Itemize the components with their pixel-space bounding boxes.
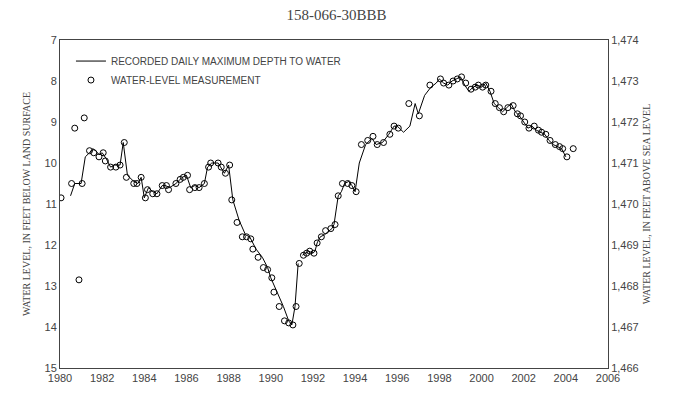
svg-text:10: 10 bbox=[45, 157, 57, 169]
svg-text:1,469: 1,469 bbox=[611, 239, 639, 251]
svg-text:2002: 2002 bbox=[511, 372, 535, 384]
svg-text:12: 12 bbox=[45, 239, 57, 251]
svg-text:8: 8 bbox=[51, 75, 57, 87]
svg-text:1996: 1996 bbox=[385, 372, 409, 384]
svg-text:9: 9 bbox=[51, 116, 57, 128]
svg-text:WATER-LEVEL MEASUREMENT: WATER-LEVEL MEASUREMENT bbox=[111, 75, 261, 86]
svg-text:RECORDED DAILY MAXIMUM DEPTH T: RECORDED DAILY MAXIMUM DEPTH TO WATER bbox=[111, 56, 341, 67]
svg-text:158-066-30BBB: 158-066-30BBB bbox=[286, 7, 386, 23]
svg-text:11: 11 bbox=[45, 198, 56, 210]
svg-text:1,467: 1,467 bbox=[611, 321, 639, 333]
svg-text:WATER LEVEL, IN FEET ABOVE SEA: WATER LEVEL, IN FEET ABOVE SEA LEVEL bbox=[641, 104, 652, 305]
svg-text:13: 13 bbox=[45, 280, 57, 292]
svg-text:7: 7 bbox=[51, 34, 57, 46]
svg-text:15: 15 bbox=[45, 362, 57, 374]
svg-text:1984: 1984 bbox=[132, 372, 156, 384]
svg-text:1,474: 1,474 bbox=[611, 34, 639, 46]
svg-text:1,468: 1,468 bbox=[611, 280, 639, 292]
svg-text:2000: 2000 bbox=[469, 372, 493, 384]
svg-text:WATER LEVEL, IN FEET BELOW LAN: WATER LEVEL, IN FEET BELOW LAND SURFACE bbox=[21, 92, 32, 316]
svg-text:2006: 2006 bbox=[596, 372, 620, 384]
svg-text:1,472: 1,472 bbox=[611, 116, 639, 128]
svg-text:1,466: 1,466 bbox=[611, 362, 639, 374]
svg-text:1982: 1982 bbox=[90, 372, 114, 384]
svg-text:1980: 1980 bbox=[48, 372, 72, 384]
svg-text:1998: 1998 bbox=[427, 372, 451, 384]
svg-text:14: 14 bbox=[45, 321, 57, 333]
svg-text:1988: 1988 bbox=[216, 372, 240, 384]
svg-text:1,473: 1,473 bbox=[611, 75, 639, 87]
svg-text:1,470: 1,470 bbox=[611, 198, 639, 210]
svg-text:1992: 1992 bbox=[301, 372, 325, 384]
svg-text:1994: 1994 bbox=[343, 372, 367, 384]
svg-text:2004: 2004 bbox=[554, 372, 578, 384]
svg-text:1986: 1986 bbox=[174, 372, 198, 384]
svg-text:1,471: 1,471 bbox=[611, 157, 639, 169]
svg-text:1990: 1990 bbox=[259, 372, 283, 384]
